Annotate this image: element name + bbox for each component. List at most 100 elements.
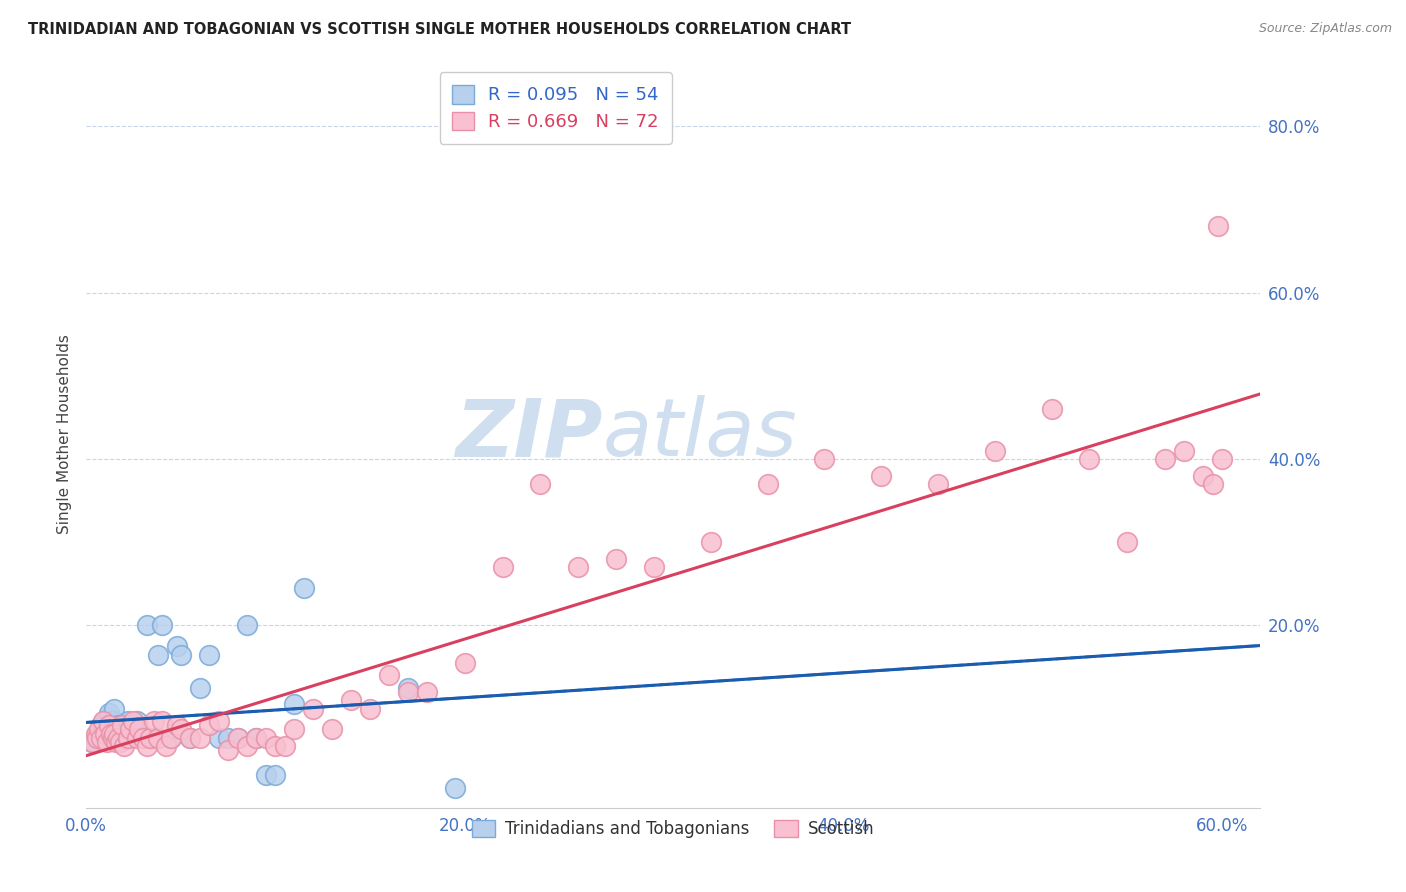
Point — [170, 723, 193, 737]
Point — [118, 723, 141, 737]
Point — [101, 731, 124, 745]
Point — [150, 618, 173, 632]
Point — [1078, 452, 1101, 467]
Point — [155, 739, 177, 753]
Point — [188, 681, 211, 695]
Point — [340, 693, 363, 707]
Point — [605, 551, 627, 566]
Point — [1206, 219, 1229, 233]
Point — [454, 656, 477, 670]
Text: atlas: atlas — [603, 395, 797, 473]
Point — [111, 726, 134, 740]
Point — [226, 731, 249, 745]
Point — [245, 731, 267, 745]
Point — [112, 739, 135, 753]
Point — [378, 668, 401, 682]
Point — [96, 726, 118, 740]
Point — [94, 714, 117, 728]
Point — [84, 726, 107, 740]
Point — [1201, 477, 1223, 491]
Point — [89, 723, 111, 737]
Point — [292, 581, 315, 595]
Point — [143, 714, 166, 728]
Point — [188, 731, 211, 745]
Point — [207, 714, 229, 728]
Point — [127, 714, 149, 728]
Point — [359, 701, 381, 715]
Point — [84, 731, 107, 745]
Point — [96, 718, 118, 732]
Point — [103, 731, 125, 745]
Point — [146, 648, 169, 662]
Point — [80, 735, 103, 749]
Point — [207, 731, 229, 745]
Point — [105, 735, 128, 749]
Point — [118, 731, 141, 745]
Point — [166, 639, 188, 653]
Point — [122, 723, 145, 737]
Point — [135, 618, 157, 632]
Point — [179, 731, 201, 745]
Point — [236, 739, 259, 753]
Point — [416, 685, 439, 699]
Point — [117, 714, 139, 728]
Point — [80, 735, 103, 749]
Point — [756, 477, 779, 491]
Point — [91, 731, 114, 745]
Point — [91, 726, 114, 740]
Point — [114, 723, 136, 737]
Point — [97, 718, 120, 732]
Point — [491, 560, 513, 574]
Point — [927, 477, 949, 491]
Point — [100, 726, 122, 740]
Point — [198, 648, 221, 662]
Point — [135, 739, 157, 753]
Point — [107, 731, 129, 745]
Point — [146, 731, 169, 745]
Point — [217, 731, 239, 745]
Legend: Trinidadians and Tobagonians, Scottish: Trinidadians and Tobagonians, Scottish — [465, 814, 882, 845]
Point — [274, 739, 297, 753]
Point — [567, 560, 589, 574]
Point — [103, 701, 125, 715]
Point — [283, 723, 305, 737]
Point — [139, 731, 162, 745]
Point — [1040, 402, 1063, 417]
Point — [984, 443, 1007, 458]
Point — [97, 706, 120, 720]
Point — [1173, 443, 1195, 458]
Point — [90, 723, 112, 737]
Point — [160, 731, 183, 745]
Point — [1211, 452, 1233, 467]
Text: ZIP: ZIP — [456, 395, 603, 473]
Point — [100, 731, 122, 745]
Point — [89, 726, 111, 740]
Point — [107, 718, 129, 732]
Point — [117, 731, 139, 745]
Point — [132, 731, 155, 745]
Point — [103, 726, 125, 740]
Point — [170, 648, 193, 662]
Point — [94, 723, 117, 737]
Point — [283, 698, 305, 712]
Point — [122, 714, 145, 728]
Text: TRINIDADIAN AND TOBAGONIAN VS SCOTTISH SINGLE MOTHER HOUSEHOLDS CORRELATION CHAR: TRINIDADIAN AND TOBAGONIAN VS SCOTTISH S… — [28, 22, 851, 37]
Point — [83, 735, 105, 749]
Point — [321, 723, 343, 737]
Point — [108, 735, 131, 749]
Point — [254, 731, 277, 745]
Point — [254, 768, 277, 782]
Point — [111, 718, 134, 732]
Point — [264, 768, 287, 782]
Point — [700, 535, 723, 549]
Point — [302, 701, 325, 715]
Point — [97, 710, 120, 724]
Point — [870, 468, 893, 483]
Point — [141, 731, 163, 745]
Point — [96, 735, 118, 749]
Point — [94, 726, 117, 740]
Point — [444, 780, 467, 795]
Point — [132, 731, 155, 745]
Point — [128, 723, 150, 737]
Point — [813, 452, 835, 467]
